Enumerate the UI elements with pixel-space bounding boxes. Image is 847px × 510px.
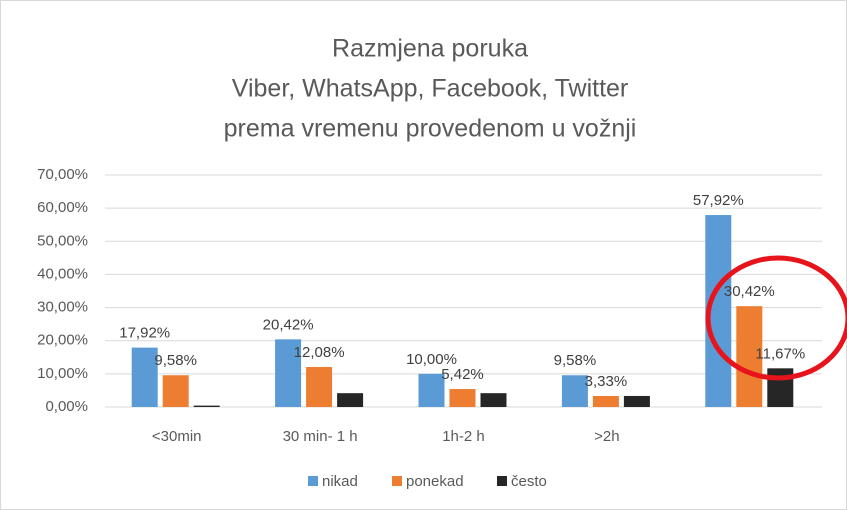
x-tick-label: >2h	[594, 428, 619, 445]
data-label: 9,58%	[554, 352, 597, 369]
y-tick-label: 30,00%	[37, 299, 88, 316]
data-label: 20,42%	[263, 316, 314, 333]
chart-title: Razmjena poruka	[332, 35, 528, 63]
y-tick-label: 20,00%	[37, 332, 88, 349]
data-label: 57,92%	[693, 192, 744, 209]
bar	[418, 373, 445, 407]
legend-swatch	[308, 476, 318, 486]
legend-swatch	[392, 476, 402, 486]
y-tick-label: 40,00%	[37, 265, 88, 282]
data-label: 9,58%	[154, 352, 197, 369]
legend-swatch	[497, 476, 507, 486]
bar	[480, 393, 507, 407]
bar	[449, 389, 476, 407]
bar	[275, 339, 302, 407]
bar	[193, 405, 220, 407]
x-tick-label: 1h-2 h	[442, 428, 485, 445]
y-tick-label: 50,00%	[37, 232, 88, 249]
legend-label: često	[511, 473, 547, 490]
data-label: 12,08%	[294, 344, 345, 361]
y-tick-label: 60,00%	[37, 199, 88, 216]
data-label: 17,92%	[119, 325, 170, 342]
highlight-ellipse	[705, 255, 847, 381]
legend-label: ponekad	[406, 473, 464, 490]
data-label: 10,00%	[406, 351, 457, 368]
bar	[592, 395, 619, 407]
bar	[623, 395, 650, 407]
bar	[736, 306, 763, 407]
chart-title: Viber, WhatsApp, Facebook, Twitter	[232, 75, 629, 103]
bar	[162, 375, 189, 407]
y-tick-label: 70,00%	[37, 166, 88, 183]
bar	[561, 375, 588, 407]
bar	[131, 347, 158, 407]
data-label: 30,42%	[724, 283, 775, 300]
x-tick-label: 30 min- 1 h	[283, 428, 358, 445]
bar	[767, 368, 794, 407]
bar	[337, 393, 364, 407]
y-tick-label: 10,00%	[37, 365, 88, 382]
bar	[306, 366, 333, 407]
x-tick-label: <30min	[152, 428, 202, 445]
data-label: 3,33%	[585, 373, 628, 390]
chart-title: prema vremenu provedenom u vožnji	[224, 115, 637, 143]
data-label: 11,67%	[755, 345, 805, 362]
data-label: 5,42%	[441, 366, 484, 383]
legend-label: nikad	[322, 473, 358, 490]
y-tick-label: 0,00%	[45, 398, 88, 415]
